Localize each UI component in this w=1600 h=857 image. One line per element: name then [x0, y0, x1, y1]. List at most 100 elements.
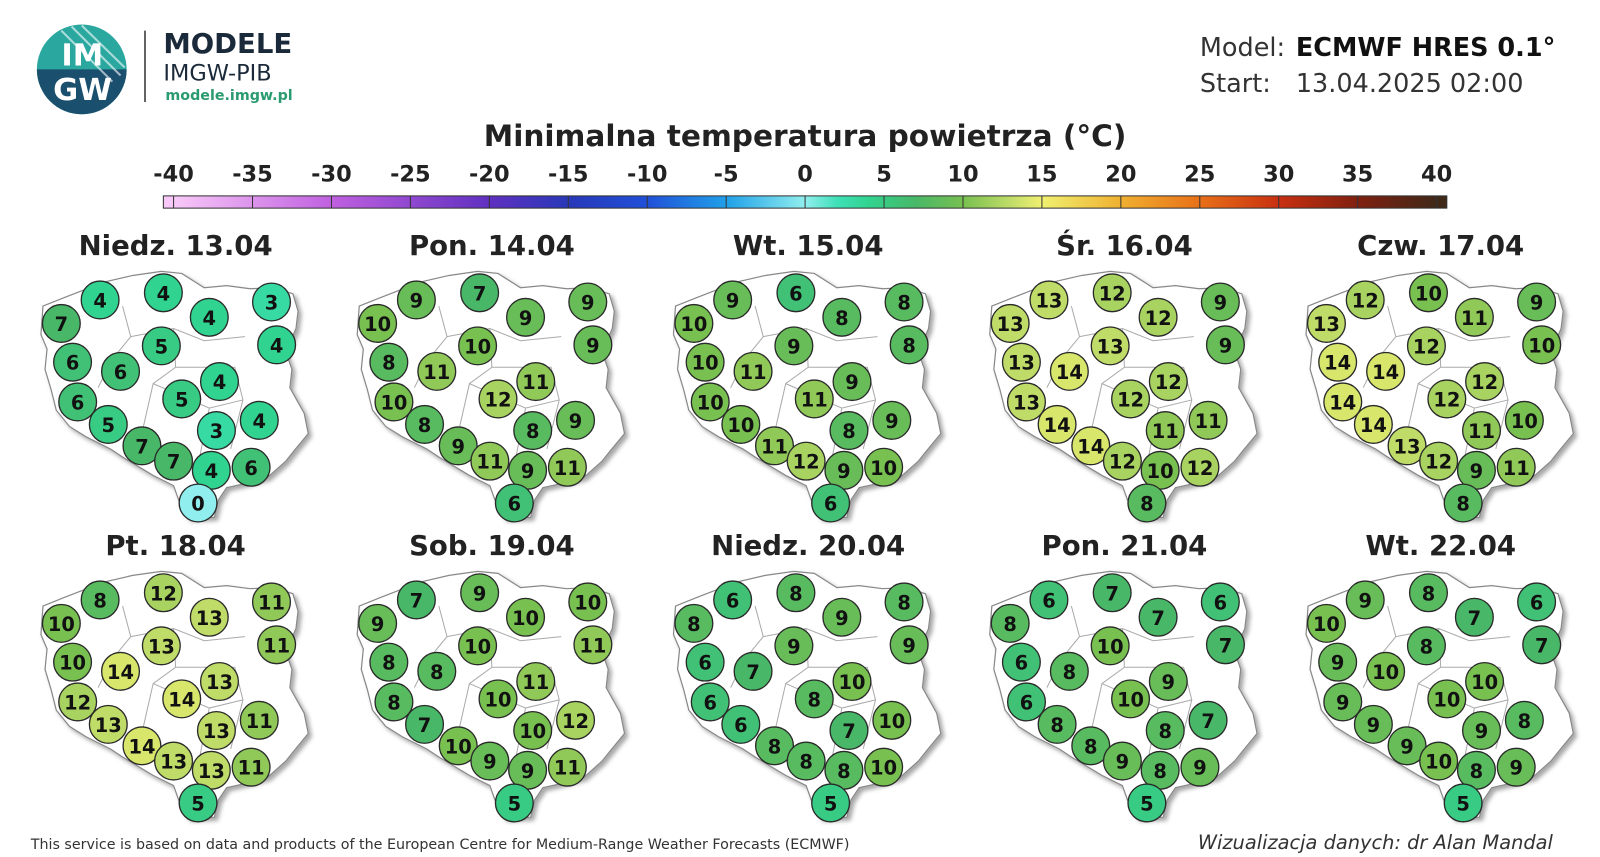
colorbar-tick-label: 35 [1342, 162, 1373, 188]
station-value: 3 [265, 292, 278, 315]
station-value: 7 [410, 589, 423, 612]
station-marker [1427, 379, 1467, 419]
station-value: 13 [206, 671, 233, 694]
station-marker [1517, 282, 1557, 322]
station-value: 11 [522, 671, 549, 694]
panel-title: Śr. 16.04 [1056, 228, 1193, 262]
station-marker [53, 642, 93, 682]
panel: Sob. 19.04 9 7 9 10 10 11 10 8 8 11 10 8 12 10 7 10 9 9 11 5 [356, 530, 626, 823]
colorbar-tick-label: -25 [390, 162, 431, 188]
station-value: 6 [114, 361, 127, 384]
station-marker [713, 580, 753, 620]
station-marker [1443, 783, 1483, 823]
station-value: 7 [842, 720, 855, 743]
station-marker [239, 700, 279, 740]
station-value: 4 [213, 371, 226, 394]
station-marker [754, 426, 795, 466]
station-value: 9 [1116, 751, 1129, 774]
station-value: 13 [997, 313, 1024, 336]
station-marker [1419, 441, 1459, 481]
station-value: 12 [1099, 282, 1126, 305]
station-marker [822, 597, 862, 637]
station-marker [122, 426, 162, 466]
station-marker [1454, 297, 1494, 337]
station-value: 9 [521, 460, 534, 483]
station-marker [417, 351, 457, 391]
station-value: 9 [1530, 292, 1543, 315]
station-value: 6 [1015, 652, 1028, 675]
station-value: 9 [835, 607, 848, 630]
station-value: 11 [1503, 457, 1530, 480]
station-marker [776, 273, 816, 313]
station-marker [1443, 483, 1483, 523]
colorbar-tick-label: -10 [627, 162, 668, 188]
station-marker [405, 404, 445, 444]
station-marker [1029, 580, 1069, 620]
station-marker [556, 700, 596, 740]
station-marker [162, 679, 202, 719]
station-value: 7 [1201, 710, 1214, 733]
colorbar-tick-label: -35 [232, 162, 273, 188]
station-marker [547, 747, 587, 787]
colorbar-tick-label: 10 [947, 162, 978, 188]
station-marker [1465, 661, 1505, 702]
station-marker [713, 280, 753, 320]
logo-text: IM [61, 38, 103, 73]
station-marker [80, 280, 120, 320]
station-marker [1090, 326, 1130, 366]
colorbar-tick-label: -5 [714, 162, 739, 188]
station-value: 11 [1461, 307, 1488, 330]
station-value: 10 [445, 735, 472, 758]
station-value: 8 [837, 760, 850, 783]
panel-title: Pon. 21.04 [1042, 530, 1208, 562]
station-value: 6 [66, 352, 79, 375]
station-marker [1366, 651, 1406, 691]
station-marker [154, 441, 194, 481]
station-marker [405, 704, 445, 744]
station-value: 14 [1044, 414, 1071, 437]
station-marker [884, 582, 924, 622]
station-value: 13 [1013, 391, 1040, 414]
station-value: 8 [93, 589, 106, 612]
station-marker [1145, 411, 1185, 451]
station-marker [690, 382, 730, 422]
station-marker [58, 682, 98, 722]
station-value: 8 [1003, 613, 1016, 636]
station-value: 4 [253, 410, 266, 433]
station-marker [1408, 273, 1449, 313]
station-value: 5 [824, 792, 837, 815]
station-value: 12 [1117, 388, 1144, 411]
station-value: 8 [418, 414, 431, 437]
station-value: 8 [835, 307, 848, 330]
station-value: 10 [574, 591, 601, 614]
station-marker [41, 303, 81, 343]
station-marker [1092, 273, 1132, 313]
station-value: 14 [1077, 435, 1104, 458]
station-value: 7 [1151, 607, 1164, 630]
station-value: 9 [581, 292, 594, 315]
station-marker [674, 603, 714, 643]
station-value: 9 [586, 334, 599, 357]
station-value: 8 [842, 420, 855, 443]
station-marker [1517, 582, 1557, 622]
station-value: 8 [1470, 760, 1483, 783]
model-label: Model: [1200, 33, 1285, 63]
station-marker [513, 710, 553, 751]
panel-title: Wt. 22.04 [1365, 530, 1516, 562]
station-marker [88, 404, 128, 444]
station-marker [1148, 362, 1188, 402]
station-value: 13 [1008, 352, 1035, 375]
panel-title: Wt. 15.04 [733, 230, 884, 262]
colorbar-tick-label: 30 [1263, 162, 1294, 188]
station-marker [884, 282, 924, 322]
station-value: 6 [508, 492, 521, 515]
source-note: This service is based on data and produc… [30, 837, 850, 853]
station-marker [1345, 580, 1385, 620]
station-marker [1318, 342, 1358, 382]
url: modele.imgw.pl [165, 88, 292, 104]
station-marker [1138, 597, 1178, 637]
